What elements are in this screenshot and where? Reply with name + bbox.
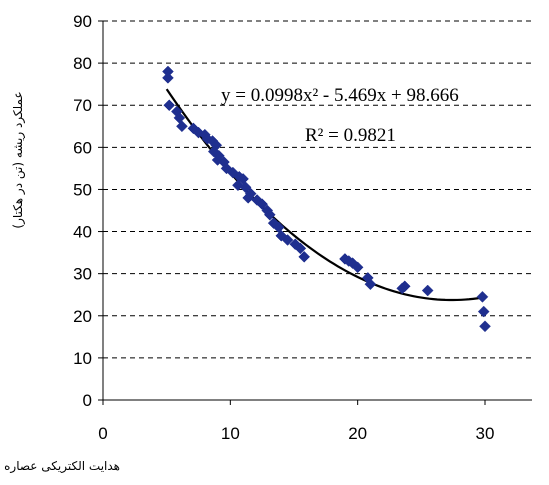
data-point (256, 198, 269, 211)
data-point (476, 290, 489, 303)
axes (98, 20, 532, 405)
data-point (176, 120, 188, 133)
y-tick-label: 80 (73, 54, 92, 73)
data-point (239, 181, 252, 194)
r-squared-label: R² = 0.9821 (305, 125, 396, 146)
data-point (242, 192, 255, 204)
y-tick-label: 40 (73, 223, 92, 242)
data-point (294, 242, 307, 255)
trendline-group (165, 88, 486, 302)
data-point (421, 284, 434, 297)
y-tick-label: 60 (73, 138, 92, 157)
x-tick-label: 0 (98, 424, 107, 443)
data-point (364, 278, 377, 291)
y-tick-label: 30 (73, 265, 92, 284)
y-tick-label: 10 (73, 349, 92, 368)
y-tick-label: 50 (73, 180, 92, 199)
data-point (263, 208, 276, 221)
data-point (396, 282, 409, 295)
data-point (477, 305, 490, 318)
data-point (298, 250, 311, 263)
data-point (162, 71, 174, 84)
y-tick-label: 90 (73, 12, 92, 31)
data-point (281, 234, 294, 246)
y-axis-title: عملکرد ریشه (تن در هکتار) (11, 91, 26, 228)
x-axis-title: هدایت الکتریکی عصاره اشباع خاک (دسی زیمی… (0, 459, 120, 474)
tick-labels: 0 10 20 30 40 50 60 70 80 90 0 10 20 30 (73, 12, 494, 443)
y-tick-label: 70 (73, 96, 92, 115)
data-point (351, 261, 364, 274)
x-tick-label: 10 (221, 424, 240, 443)
y-tick-label: 20 (73, 307, 92, 326)
trendline-equation: y = 0.0998x² - 5.469x + 98.666 (221, 85, 459, 106)
data-point (163, 99, 176, 112)
x-tick-label: 20 (348, 424, 367, 443)
x-tick-label: 30 (476, 424, 495, 443)
data-points (162, 65, 491, 333)
data-point (479, 320, 491, 333)
y-tick-label: 0 (83, 391, 92, 410)
trendline (165, 88, 486, 302)
